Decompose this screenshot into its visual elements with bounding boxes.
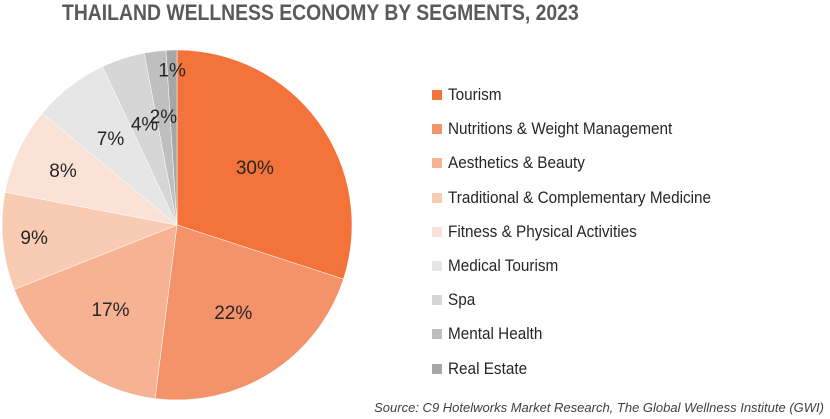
legend-item: Nutritions & Weight Management [432,112,740,146]
legend-swatch [432,90,442,101]
pie-labels: 30% 22% 17% 9% 8% 7% 4%2% 1% [20,61,274,325]
data-label: 7% [97,129,125,150]
legend-label: Traditional & Complementary Medicine [448,187,712,207]
legend-item: Medical Tourism [432,249,740,283]
legend-swatch [432,261,442,272]
legend-label: Spa [448,290,476,310]
legend-item: Mental Health [432,317,740,351]
legend-item: Fitness & Physical Activities [432,215,740,249]
legend-swatch [432,295,442,306]
pie-slice-tourism [176,49,353,280]
pie-slice-nutritions-weight-management [154,224,344,401]
legend-item: Spa [432,283,740,317]
legend-label: Real Estate [448,358,528,378]
legend-swatch [432,158,442,169]
legend-label: Tourism [448,85,502,105]
pie-slices [1,49,353,401]
legend-label: Nutritions & Weight Management [448,119,673,139]
data-label: 22% [214,303,252,324]
legend: Tourism Nutritions & Weight Management Aes… [432,78,740,386]
data-label: 8% [49,161,77,182]
legend-swatch [432,192,442,203]
data-label: 4% [131,115,159,136]
legend-label: Medical Tourism [448,256,559,276]
pie-slice-aesthetics-beauty [13,224,178,399]
data-label: 1% [158,61,186,82]
legend-swatch [432,226,442,237]
data-label: 17% [91,300,129,321]
pie-slice-traditional-complementary-medicine [1,191,178,290]
data-label: 2% [150,107,178,128]
legend-label: Fitness & Physical Activities [448,221,637,241]
data-label: 9% [20,228,48,249]
legend-item: Tourism [432,78,740,112]
legend-swatch [432,329,442,340]
legend-item: Traditional & Complementary Medicine [432,181,740,215]
legend-item: Aesthetics & Beauty [432,146,740,180]
legend-label: Mental Health [448,324,543,344]
pie-slice-real-estate [165,49,178,226]
source-note: Source: C9 Hotelworks Market Research, T… [374,400,824,415]
legend-swatch [432,363,442,374]
data-label: 30% [236,158,274,179]
legend-swatch [432,124,442,135]
chart-title: THAILAND WELLNESS ECONOMY BY SEGMENTS, 2… [62,0,579,25]
legend-label: Aesthetics & Beauty [448,153,585,173]
legend-item: Real Estate [432,352,740,386]
